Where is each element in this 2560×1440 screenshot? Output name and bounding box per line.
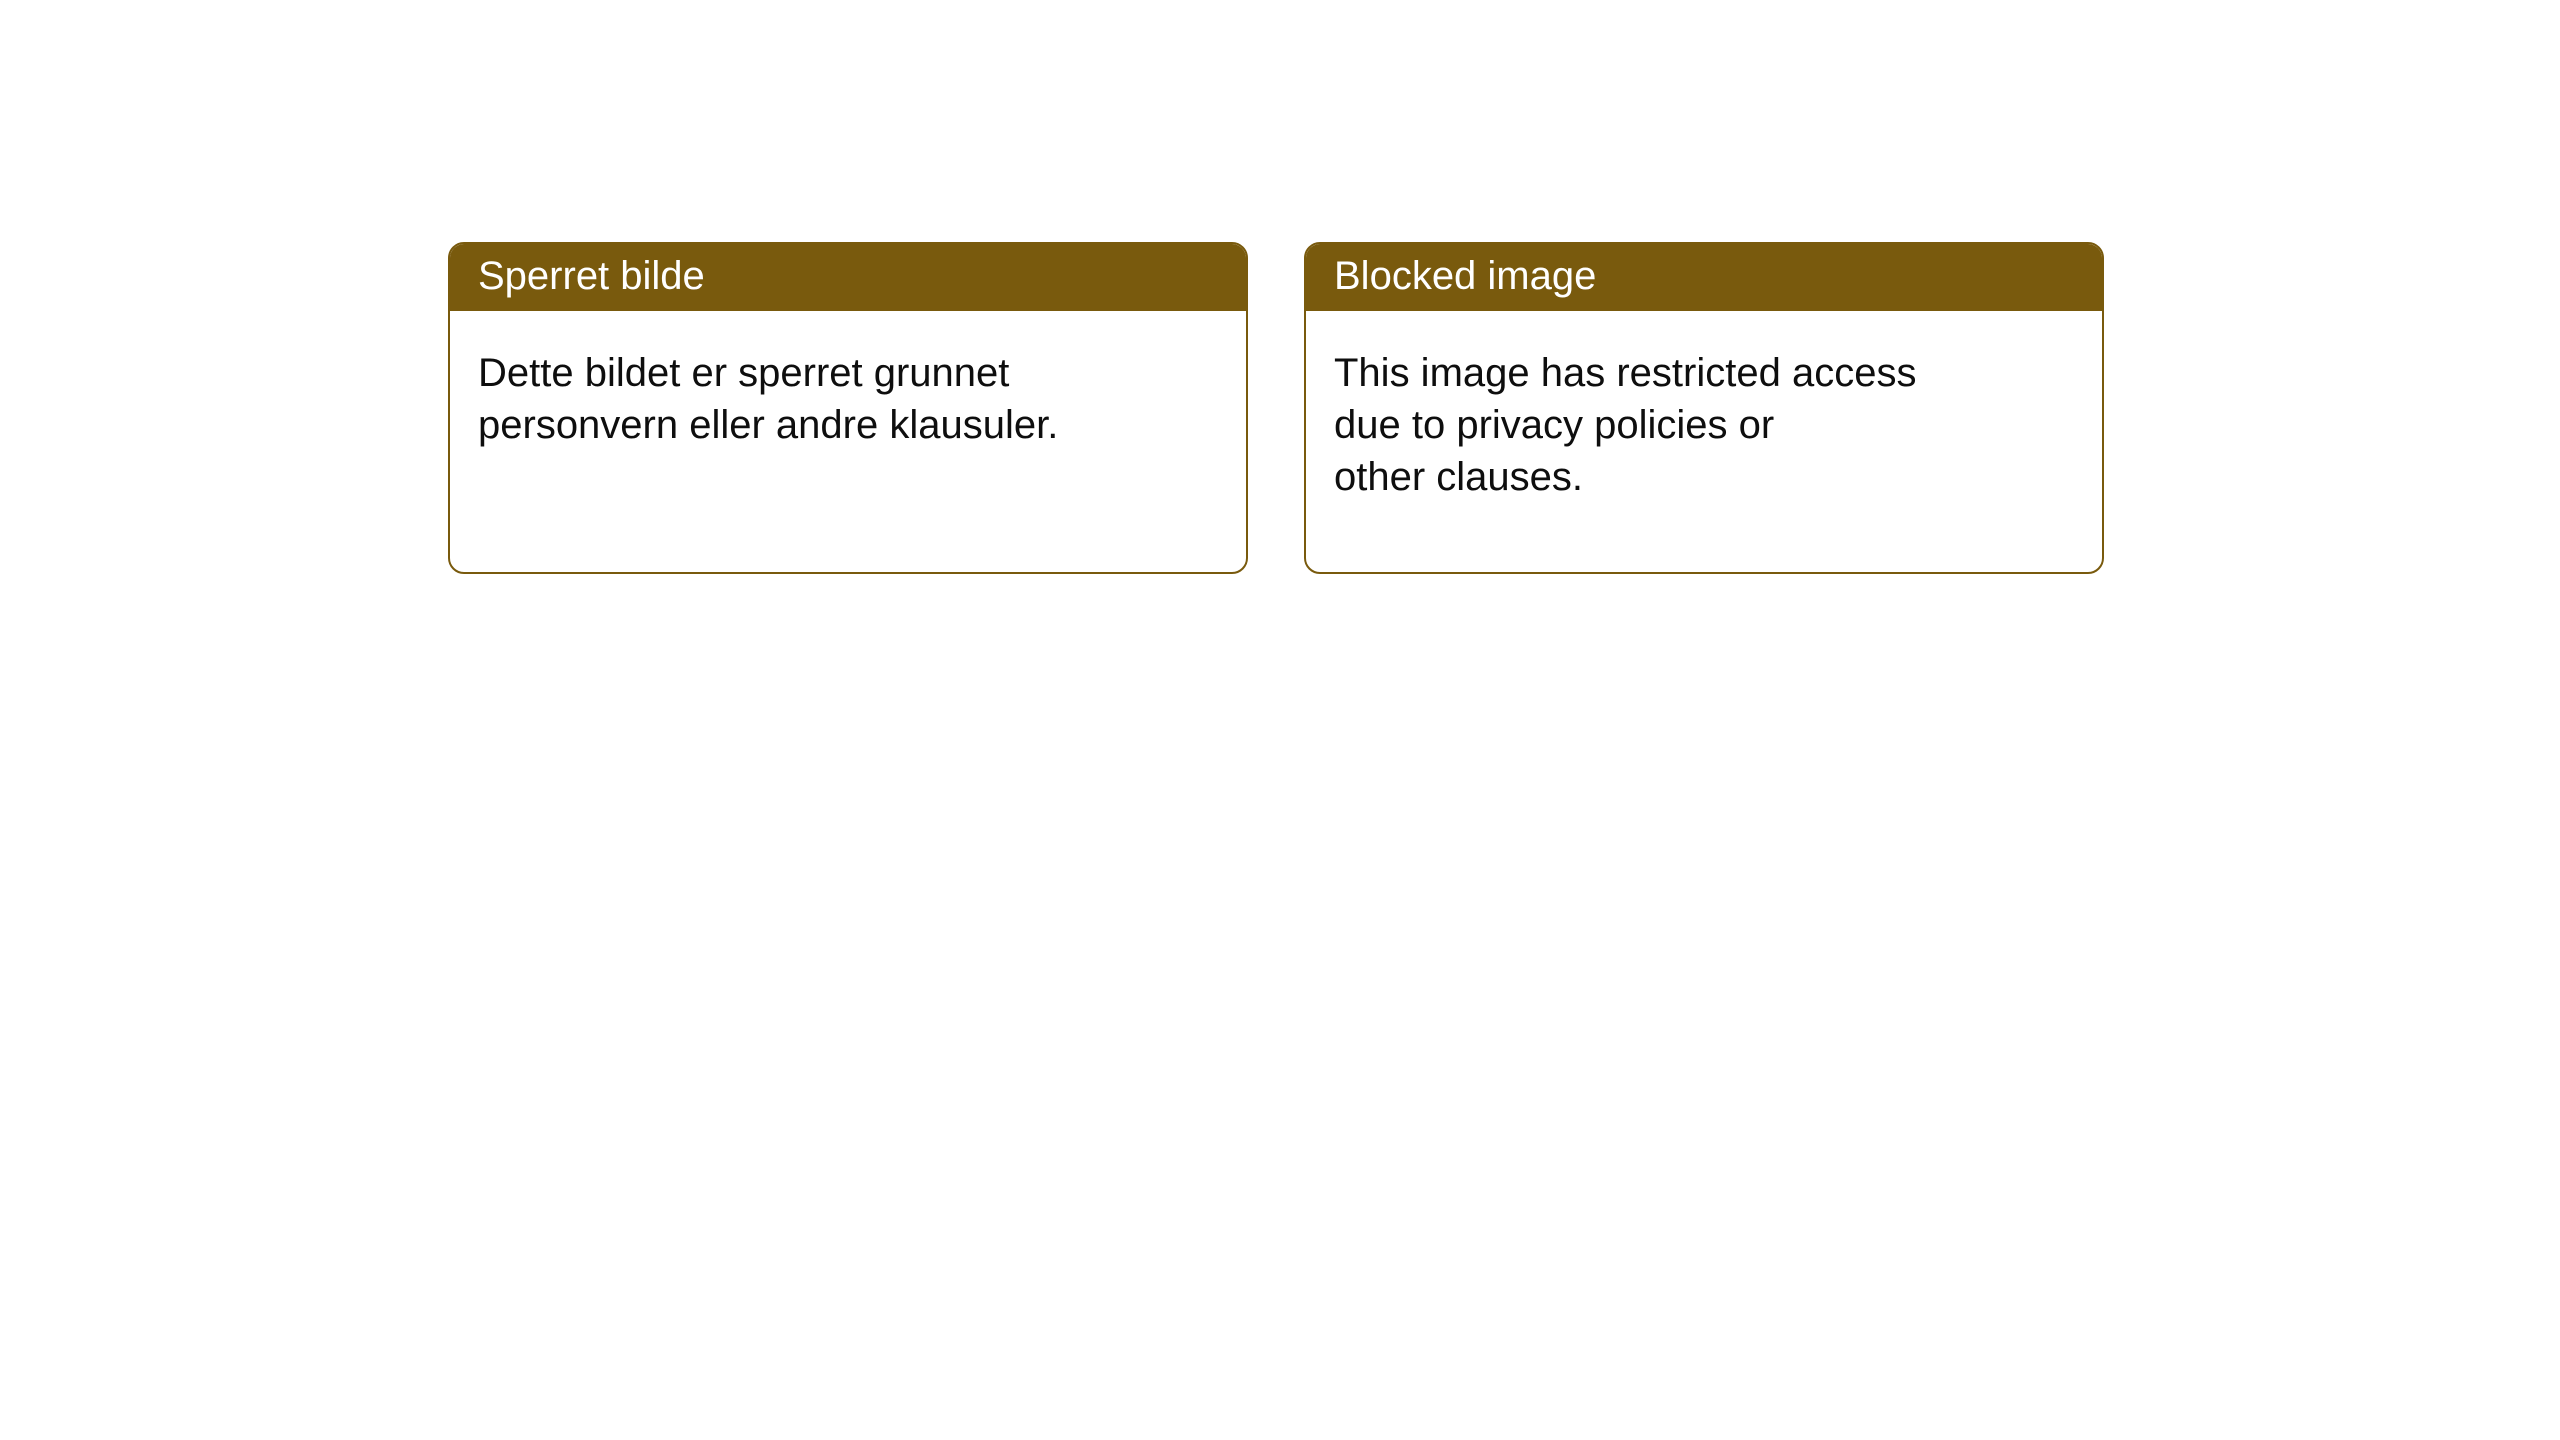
- notice-title-en: Blocked image: [1306, 244, 2102, 311]
- notice-message-en: This image has restricted access due to …: [1306, 311, 2102, 531]
- notice-message-no: Dette bildet er sperret grunnet personve…: [450, 311, 1246, 479]
- notice-card-no: Sperret bilde Dette bildet er sperret gr…: [448, 242, 1248, 574]
- notice-title-no: Sperret bilde: [450, 244, 1246, 311]
- notice-container: Sperret bilde Dette bildet er sperret gr…: [0, 0, 2560, 574]
- notice-card-en: Blocked image This image has restricted …: [1304, 242, 2104, 574]
